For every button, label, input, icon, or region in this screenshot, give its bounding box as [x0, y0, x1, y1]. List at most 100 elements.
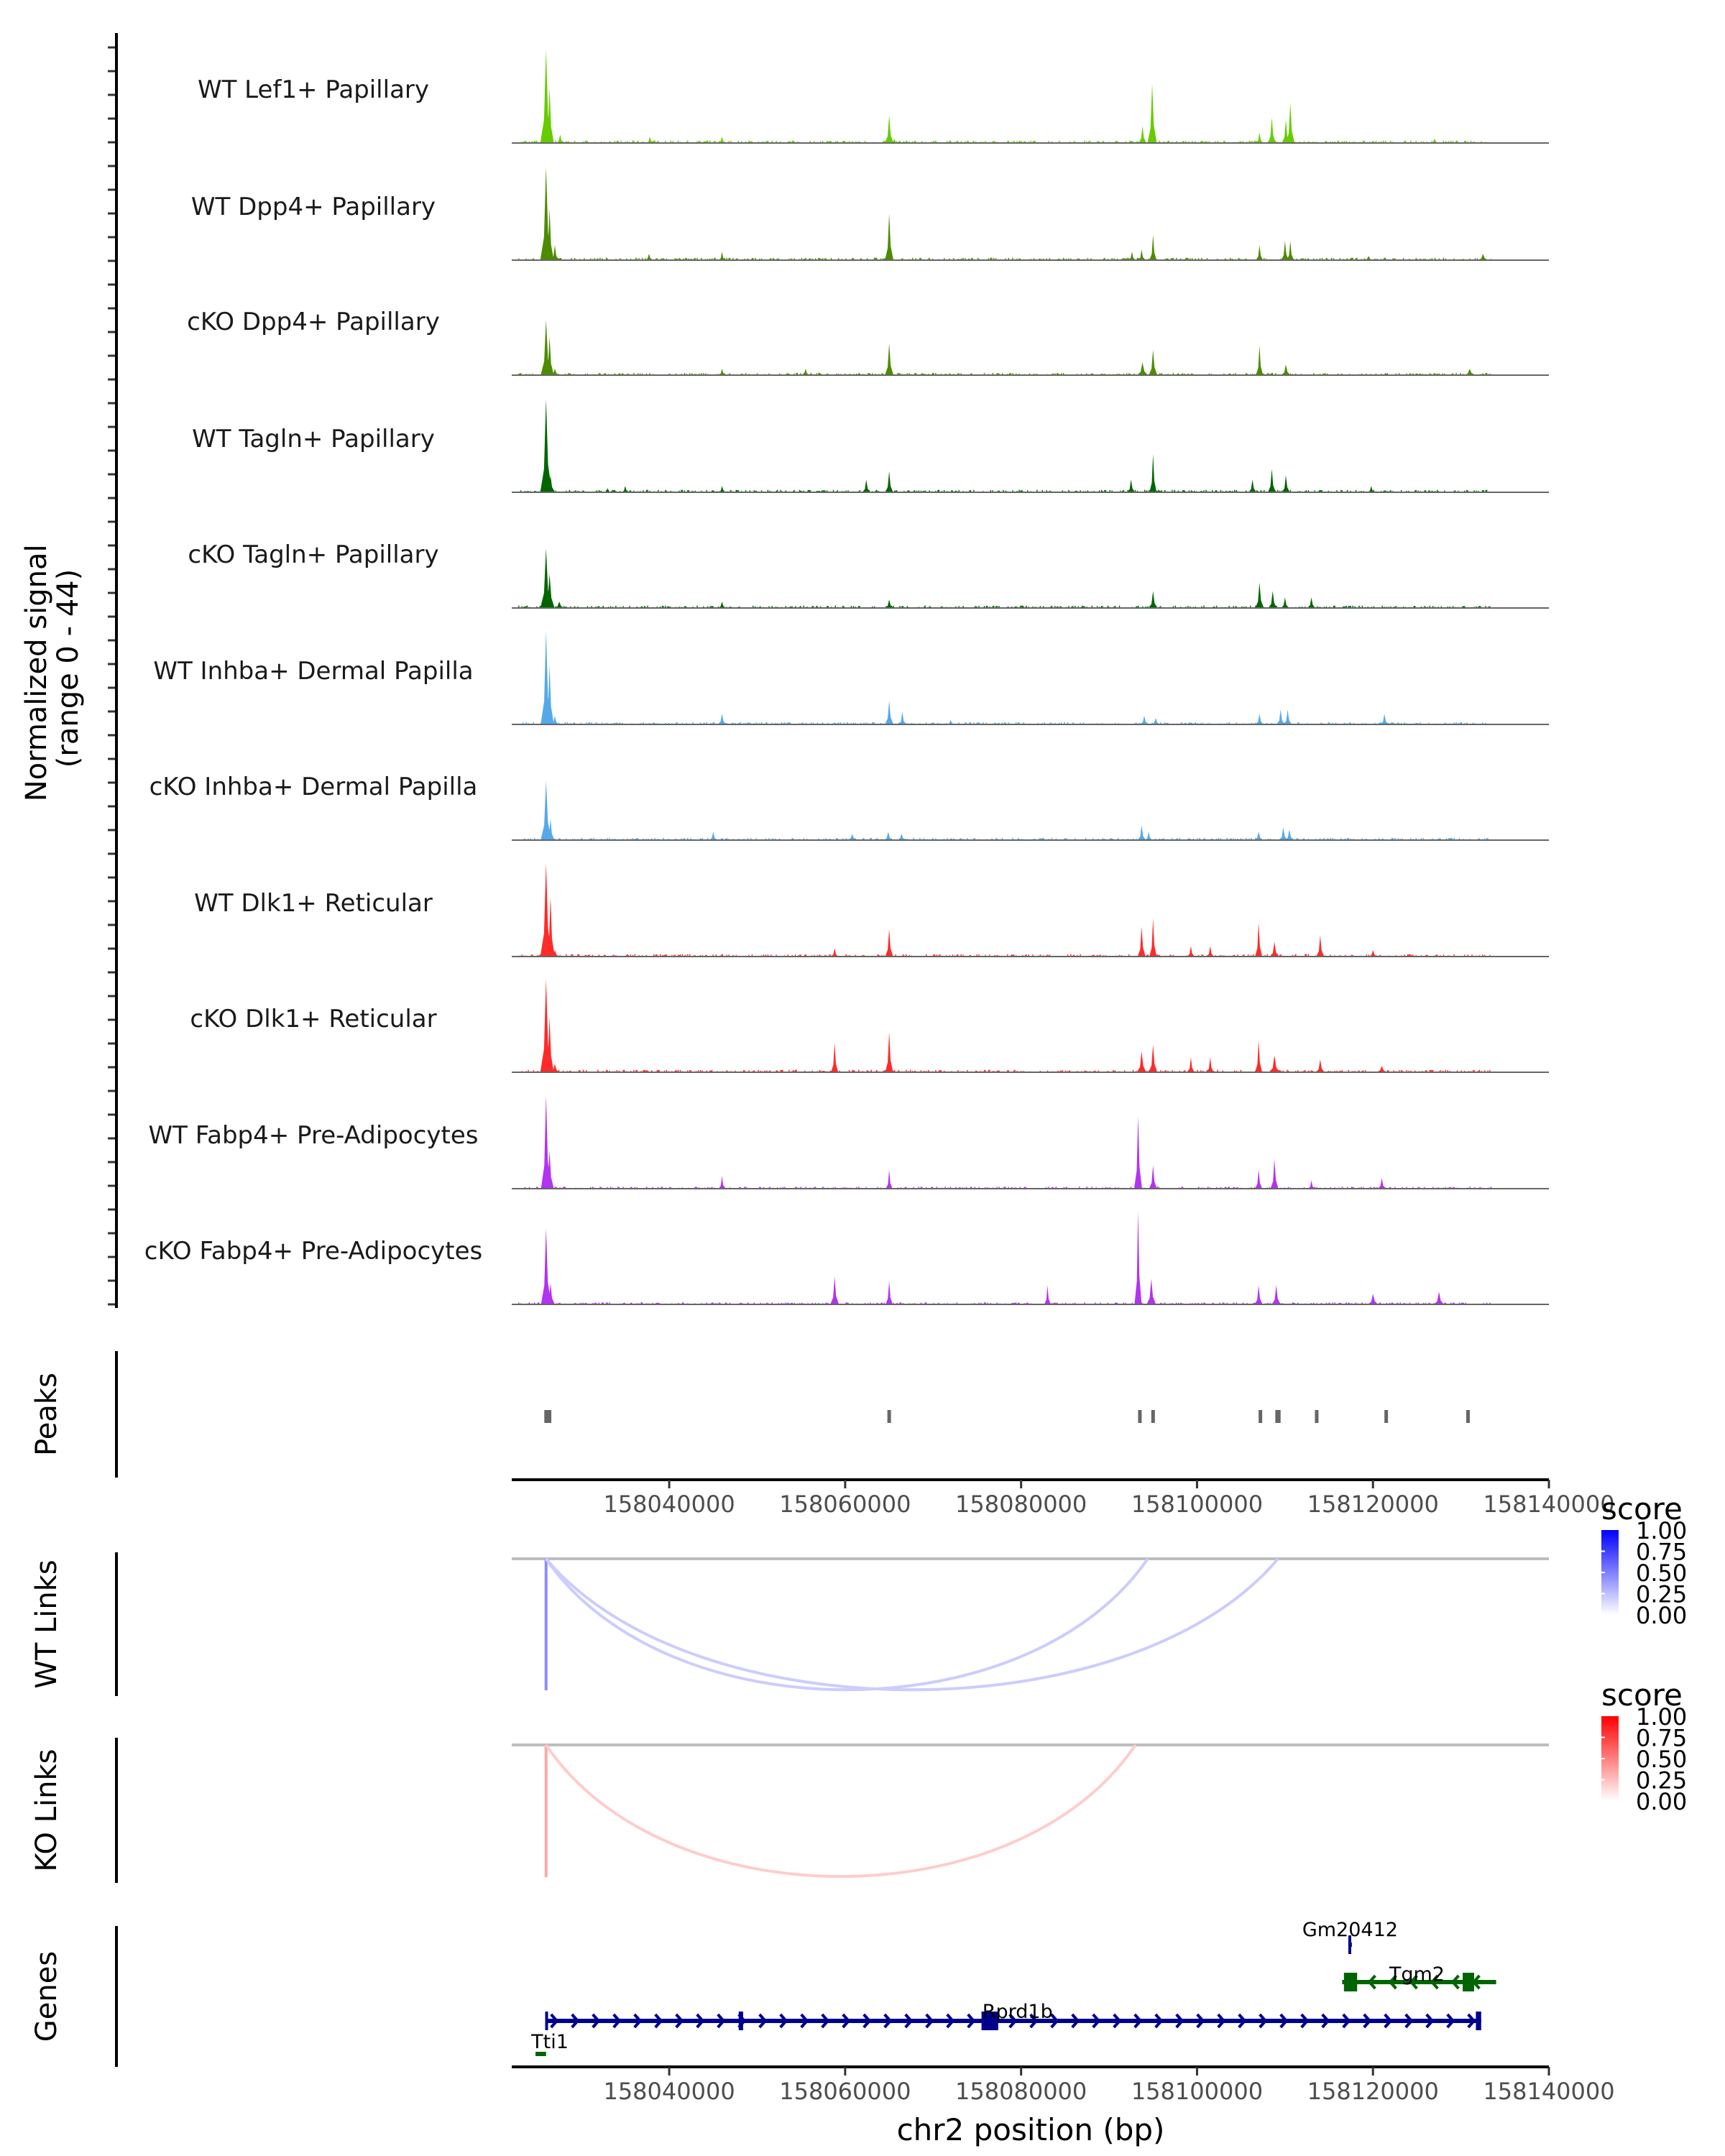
signal-peak — [545, 209, 554, 260]
signal-peak — [545, 1150, 554, 1189]
signal-peak — [1137, 926, 1146, 957]
strand-arrow-left-icon — [1430, 1974, 1439, 1990]
strand-arrow-right-icon — [1175, 2013, 1184, 2029]
strand-arrow-right-icon — [1425, 2013, 1435, 2029]
track-label: cKO Inhba+ Dermal Papilla — [150, 773, 478, 801]
signal-peak — [719, 252, 725, 260]
x-axis-title: chr2 position (bp) — [897, 2112, 1165, 2147]
signal-peak — [801, 369, 810, 375]
track-label: WT Inhba+ Dermal Papilla — [153, 657, 473, 686]
track-label: WT Dpp4+ Papillary — [191, 193, 436, 221]
strand-arrow-right-icon — [883, 2013, 893, 2029]
track-label: cKO Dlk1+ Reticular — [190, 1005, 436, 1033]
signal-peak — [1464, 369, 1476, 375]
signal-peak — [1256, 132, 1264, 143]
signal-peak — [1149, 591, 1158, 608]
legend-title: score — [1601, 1677, 1683, 1713]
signal-peak — [1368, 950, 1378, 957]
signal-peak — [1378, 1178, 1386, 1189]
strand-arrow-right-icon — [1384, 2013, 1393, 2029]
signal-peak — [1128, 252, 1136, 260]
track-label: WT Lef1+ Papillary — [198, 75, 429, 104]
coverage-track: WT Fabp4+ Pre-Adipocytes — [149, 1095, 1549, 1189]
signal-peak — [1187, 946, 1195, 957]
coverage-track: cKO Inhba+ Dermal Papilla — [150, 773, 1549, 841]
strand-arrow-right-icon — [758, 2013, 768, 2029]
legend-tick-label: 0.25 — [1636, 1581, 1687, 1608]
signal-peak — [646, 137, 654, 143]
strand-arrow-right-icon — [1404, 2013, 1414, 2029]
strand-arrow-right-icon — [925, 2013, 934, 2029]
strand-arrow-right-icon — [1259, 2013, 1268, 2029]
x-axis-lower: 158040000 158060000 158080000 158100000 1581… — [512, 2065, 1615, 2105]
x-tick-label: 158040000 — [603, 1491, 735, 1518]
signal-peak — [1149, 349, 1158, 375]
strand-arrow-right-icon — [821, 2013, 830, 2029]
x-tick-label: 158080000 — [955, 1491, 1087, 1518]
signal-peak — [1145, 831, 1153, 840]
strand-arrow-right-icon — [1092, 2013, 1101, 2029]
signal-peak — [891, 139, 898, 143]
signal-peak — [885, 213, 894, 260]
signal-peak — [1149, 453, 1157, 492]
signal-peak — [1187, 1057, 1195, 1072]
signal-peak — [1282, 475, 1290, 492]
gene-model: Tgm2 — [1342, 1963, 1496, 1991]
strand-arrow-right-icon — [800, 2013, 809, 2029]
signal-peak — [551, 369, 559, 375]
signal-peak — [1140, 716, 1149, 724]
signal-peak — [540, 167, 552, 260]
gene-name-label: Tgm2 — [1389, 1963, 1445, 1986]
strand-arrow-right-icon — [612, 2013, 622, 2029]
signal-peak — [1376, 1066, 1387, 1072]
signal-peak — [831, 948, 839, 957]
signal-y-axis — [108, 33, 118, 1308]
legend-tick-label: 0.00 — [1636, 1602, 1687, 1629]
strand-arrow-right-icon — [1050, 2013, 1059, 2029]
signal-peak — [883, 831, 893, 840]
link-arc — [545, 1557, 1279, 1692]
signal-peak — [540, 399, 552, 492]
signal-peak — [1138, 126, 1146, 143]
signal-peak — [1254, 831, 1264, 840]
signal-peak — [540, 320, 552, 375]
signal-peak — [1254, 1285, 1263, 1304]
signal-peak — [886, 1169, 893, 1189]
legend-tick-label: 0.25 — [1636, 1767, 1687, 1795]
x-tick-label: 158120000 — [1307, 2078, 1439, 2105]
links-label: WT Links — [30, 1560, 63, 1688]
strand-arrow-right-icon — [862, 2013, 872, 2029]
strand-arrow-right-icon — [1071, 2013, 1080, 2029]
peaks-track: Peaks — [30, 1351, 1470, 1478]
strand-arrow-right-icon — [675, 2013, 684, 2029]
signal-peak — [1286, 102, 1295, 143]
gene-exon — [1463, 1973, 1474, 1991]
signal-peak — [1270, 1158, 1279, 1189]
strand-arrow-right-icon — [1113, 2013, 1122, 2029]
x-tick-label: 158040000 — [603, 2078, 735, 2105]
coverage-track: cKO Tagln+ Papillary — [188, 540, 1549, 609]
signal-peak — [947, 720, 955, 724]
signal-peak — [546, 1283, 555, 1304]
signal-peak — [719, 1176, 725, 1189]
strand-arrow-left-icon — [1388, 1974, 1397, 1990]
signal-peak — [1255, 582, 1264, 608]
signal-peak — [550, 1064, 560, 1072]
peak-region — [1259, 1410, 1263, 1423]
signal-peak — [718, 137, 726, 143]
peak-region — [1151, 1410, 1155, 1423]
y-axis-title: Normalized signal (range 0 - 44) — [20, 535, 85, 802]
track-label: cKO Tagln+ Papillary — [188, 540, 438, 569]
strand-arrow-right-icon — [1300, 2013, 1310, 2029]
signal-peak — [1284, 709, 1292, 724]
x-tick-label: 158060000 — [779, 2078, 911, 2105]
strand-arrow-right-icon — [842, 2013, 851, 2029]
legend-tick-label: 1.00 — [1636, 1517, 1687, 1544]
signal-peak — [540, 631, 552, 724]
gene-name-label: Gm20412 — [1302, 1919, 1398, 1941]
coverage-tracks: WT Lef1+ Papillary WT Dpp4+ Papillary cKO … — [144, 50, 1549, 1305]
x-axis-upper: 158040000 158060000 158080000 158100000 1581… — [512, 1478, 1615, 1518]
peak-region — [1466, 1410, 1470, 1423]
signal-peak — [1315, 1059, 1325, 1072]
